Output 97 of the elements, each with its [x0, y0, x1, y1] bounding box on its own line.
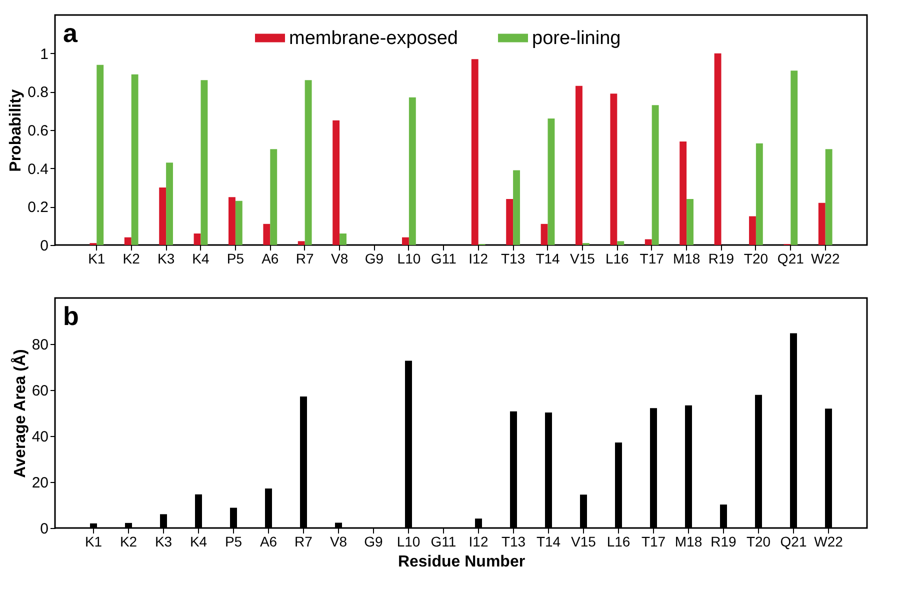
- bar: [825, 149, 832, 245]
- bar: [610, 94, 618, 245]
- x-tick-label: I12: [468, 250, 488, 266]
- legend-label: pore-lining: [532, 28, 621, 49]
- x-tick-label: R19: [708, 250, 734, 266]
- x-tick-label: A6: [262, 250, 279, 266]
- x-tick-label: T13: [501, 534, 526, 550]
- x-tick-label: T13: [500, 250, 526, 266]
- bar: [652, 105, 659, 245]
- x-tick-label: G9: [364, 250, 384, 266]
- x-tick-label: L16: [605, 250, 630, 266]
- bar: [617, 241, 624, 245]
- bar: [263, 224, 270, 245]
- x-axis-title: Residue Number: [398, 554, 526, 570]
- bar: [818, 202, 826, 245]
- bar: [513, 170, 520, 245]
- x-tick-label: K2: [122, 250, 140, 266]
- y-tick-label: 40: [32, 428, 48, 446]
- y-tick-label: 0.4: [28, 160, 48, 178]
- bar: [304, 80, 312, 245]
- x-tick-label: A6: [260, 534, 278, 550]
- x-tick-label: T14: [536, 534, 561, 550]
- x-tick-label: T20: [746, 534, 771, 550]
- x-tick-label: L16: [606, 534, 630, 550]
- x-tick-label: K3: [157, 250, 175, 266]
- x-tick-label: T17: [640, 250, 664, 266]
- x-tick-label: G9: [364, 534, 384, 550]
- x-tick-label: V8: [330, 534, 348, 550]
- bar: [471, 59, 478, 245]
- x-tick-label: T14: [536, 250, 560, 266]
- x-tick-label: K3: [154, 534, 172, 550]
- y-tick-label: 20: [32, 474, 48, 492]
- bar: [96, 64, 104, 245]
- bar: [228, 197, 236, 245]
- bar: [749, 216, 756, 245]
- bar: [340, 234, 346, 245]
- bar: [235, 200, 242, 245]
- bar: [408, 97, 416, 245]
- y-tick-label: 60: [32, 382, 48, 400]
- x-tick-label: P5: [224, 534, 242, 550]
- bar: [548, 118, 555, 245]
- y-axis-title: Probability: [8, 89, 25, 172]
- x-tick-label: K4: [190, 534, 208, 550]
- bar: [159, 188, 166, 245]
- x-tick-label: W22: [810, 250, 840, 266]
- x-tick-label: G11: [430, 250, 457, 266]
- bar: [790, 70, 798, 245]
- x-tick-label: W22: [814, 534, 844, 550]
- legend-label: membrane-exposed: [289, 28, 458, 49]
- bar: [131, 74, 138, 245]
- x-tick-label: K1: [84, 534, 102, 550]
- x-tick-label: L10: [397, 250, 421, 266]
- bar: [576, 86, 582, 245]
- annotation: a: [63, 18, 78, 48]
- x-tick-label: V8: [330, 250, 348, 266]
- bar: [644, 239, 652, 245]
- bar: [200, 80, 208, 245]
- x-tick-label: Q21: [777, 250, 804, 266]
- bar: [332, 120, 340, 245]
- x-tick-label: L10: [396, 534, 420, 550]
- y-tick-label: 0.8: [28, 84, 48, 102]
- x-tick-label: K2: [120, 534, 138, 550]
- bar: [686, 199, 694, 245]
- bar: [756, 143, 763, 245]
- x-tick-label: M18: [674, 534, 702, 550]
- y-tick-label: 1: [40, 46, 48, 63]
- x-tick-label: I12: [468, 534, 488, 550]
- x-tick-label: K1: [88, 250, 106, 266]
- annotation: b: [63, 301, 79, 331]
- x-tick-label: V15: [571, 534, 596, 550]
- bar: [298, 241, 305, 245]
- x-tick-label: T17: [641, 534, 666, 550]
- x-tick-label: V15: [570, 250, 596, 266]
- bar: [402, 237, 409, 245]
- bar: [270, 149, 278, 245]
- y-tick-label: 0: [40, 238, 48, 254]
- x-tick-label: G11: [430, 534, 456, 550]
- x-tick-label: R7: [294, 534, 313, 550]
- x-tick-label: R7: [296, 250, 314, 266]
- x-tick-label: K4: [192, 250, 210, 266]
- bar: [194, 234, 201, 245]
- y-axis-title: Average Area (Å): [10, 349, 29, 478]
- x-tick-label: T20: [744, 250, 768, 266]
- bar: [166, 162, 173, 245]
- y-tick-label: 0: [40, 520, 48, 538]
- bar: [540, 224, 548, 245]
- x-tick-label: M18: [672, 250, 700, 266]
- bar: [714, 53, 722, 245]
- y-tick-label: 80: [32, 336, 48, 354]
- bar: [506, 199, 514, 245]
- bar: [680, 142, 687, 245]
- x-tick-label: P5: [226, 250, 244, 266]
- bar: [124, 237, 132, 245]
- y-tick-label: 0.6: [28, 122, 48, 140]
- y-tick-label: 0.2: [28, 199, 48, 216]
- x-tick-label: Q21: [780, 534, 807, 550]
- x-tick-label: R19: [710, 534, 737, 550]
